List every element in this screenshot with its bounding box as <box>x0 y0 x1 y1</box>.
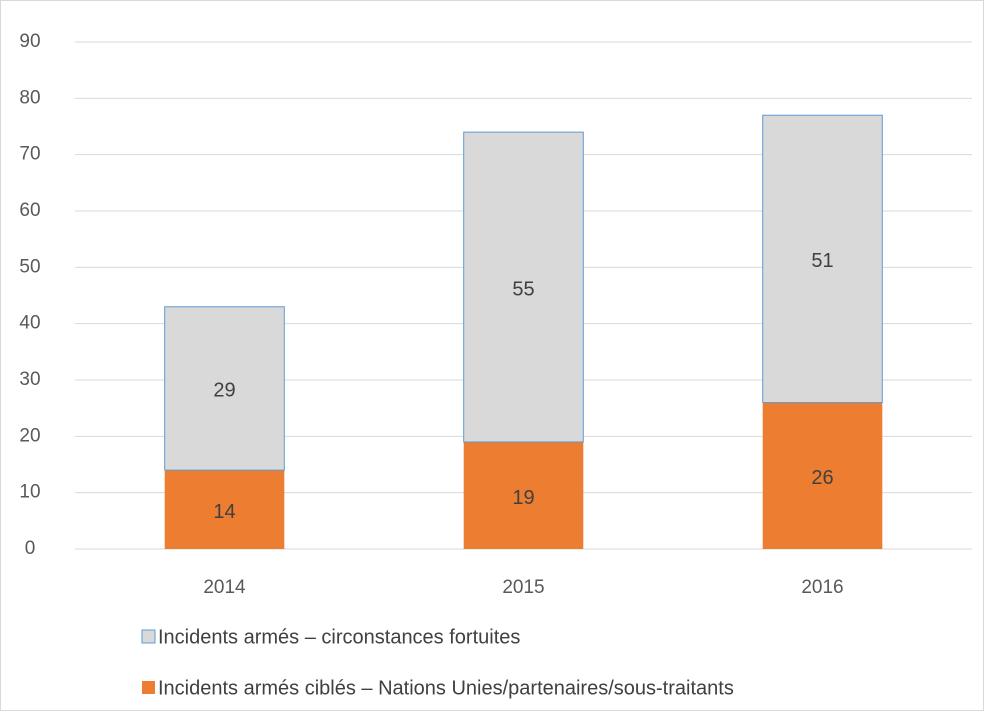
bar-segment <box>164 470 285 549</box>
legend-label: Incidents armés ciblés – Nations Unies/p… <box>158 677 734 699</box>
x-tick-label: 2015 <box>502 577 544 598</box>
data-label: 29 <box>213 380 235 402</box>
y-tick-label: 40 <box>19 313 40 334</box>
y-tick-label: 60 <box>19 200 40 221</box>
legend-swatch <box>141 629 156 644</box>
y-tick-label: 0 <box>25 538 36 559</box>
y-tick-label: 30 <box>19 369 40 390</box>
y-tick-label: 70 <box>19 144 40 165</box>
legend-label: Incidents armés – circonstances fortuite… <box>158 626 520 648</box>
data-label: 26 <box>811 467 833 489</box>
bar-segment <box>762 114 883 404</box>
bar-segment <box>463 131 584 443</box>
data-label: 55 <box>512 278 534 300</box>
bar-segment <box>762 402 883 549</box>
y-tick-label: 10 <box>19 482 40 503</box>
data-label: 14 <box>213 501 235 523</box>
bar-segment <box>463 441 584 549</box>
data-label: 51 <box>811 250 833 272</box>
x-tick-label: 2016 <box>801 577 843 598</box>
y-tick-label: 80 <box>19 87 40 108</box>
data-label: 19 <box>512 487 534 509</box>
y-tick-label: 90 <box>19 31 40 52</box>
y-tick-label: 20 <box>19 425 40 446</box>
bar-segment <box>164 306 285 471</box>
legend-swatch <box>142 681 155 694</box>
x-tick-label: 2014 <box>203 577 246 598</box>
y-tick-label: 50 <box>19 256 40 277</box>
